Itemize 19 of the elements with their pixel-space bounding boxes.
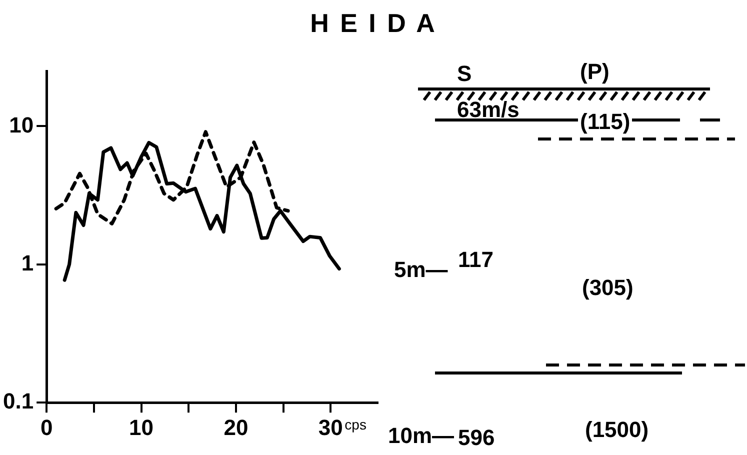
text: (305) [581,275,634,300]
x-tick-label: 30 [318,414,343,440]
text: 117 [457,247,494,272]
text: S [456,61,473,86]
y-tick-label: 1 [21,250,34,276]
x-axis-title: cps [344,416,366,432]
text: 63m/s [456,97,520,122]
chart-title: H E I D A [309,8,438,39]
x-tick-label: 10 [129,414,154,440]
y-tick-label: 0.1 [2,388,34,414]
text: (1500) [584,417,650,442]
text: (115) [578,109,632,134]
x-tick-label: 20 [224,414,248,440]
text: 10m— [387,423,456,448]
text: 596 [457,425,496,450]
x-tick-label: 0 [40,414,53,440]
text: 5m— [393,257,449,282]
y-tick-label: 10 [9,112,34,138]
text: (P) [579,59,610,84]
